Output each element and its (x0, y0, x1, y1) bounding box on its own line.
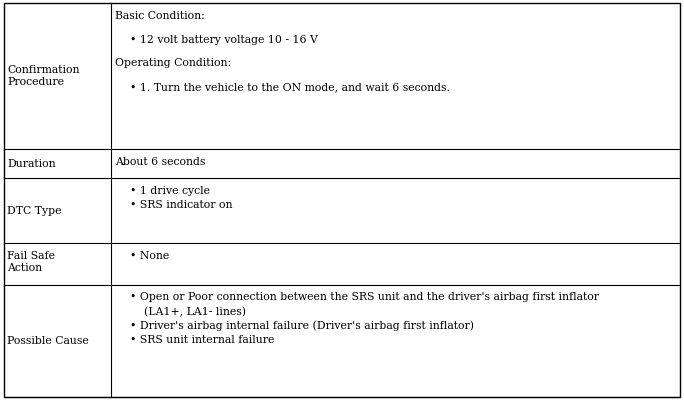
Text: Duration: Duration (7, 158, 55, 168)
Text: Possible Cause: Possible Cause (7, 336, 89, 346)
Text: • None: • None (130, 251, 170, 261)
Text: DTC Type: DTC Type (7, 206, 62, 216)
Text: Operating Condition:: Operating Condition: (115, 58, 231, 68)
Text: Basic Condition:: Basic Condition: (115, 11, 205, 21)
Text: About 6 seconds: About 6 seconds (115, 156, 205, 166)
Text: • Open or Poor connection between the SRS unit and the driver's airbag first inf: • Open or Poor connection between the SR… (130, 292, 599, 302)
Text: • Driver's airbag internal failure (Driver's airbag first inflator): • Driver's airbag internal failure (Driv… (130, 320, 474, 331)
Text: • 1 drive cycle: • 1 drive cycle (130, 186, 210, 196)
Text: • 12 volt battery voltage 10 - 16 V: • 12 volt battery voltage 10 - 16 V (130, 34, 318, 44)
Text: Confirmation
Procedure: Confirmation Procedure (7, 65, 79, 87)
Text: • 1. Turn the vehicle to the ON mode, and wait 6 seconds.: • 1. Turn the vehicle to the ON mode, an… (130, 82, 450, 92)
Text: (LA1+, LA1- lines): (LA1+, LA1- lines) (144, 306, 246, 317)
Text: • SRS unit internal failure: • SRS unit internal failure (130, 334, 274, 344)
Text: Fail Safe
Action: Fail Safe Action (7, 251, 55, 273)
Text: • SRS indicator on: • SRS indicator on (130, 200, 233, 210)
